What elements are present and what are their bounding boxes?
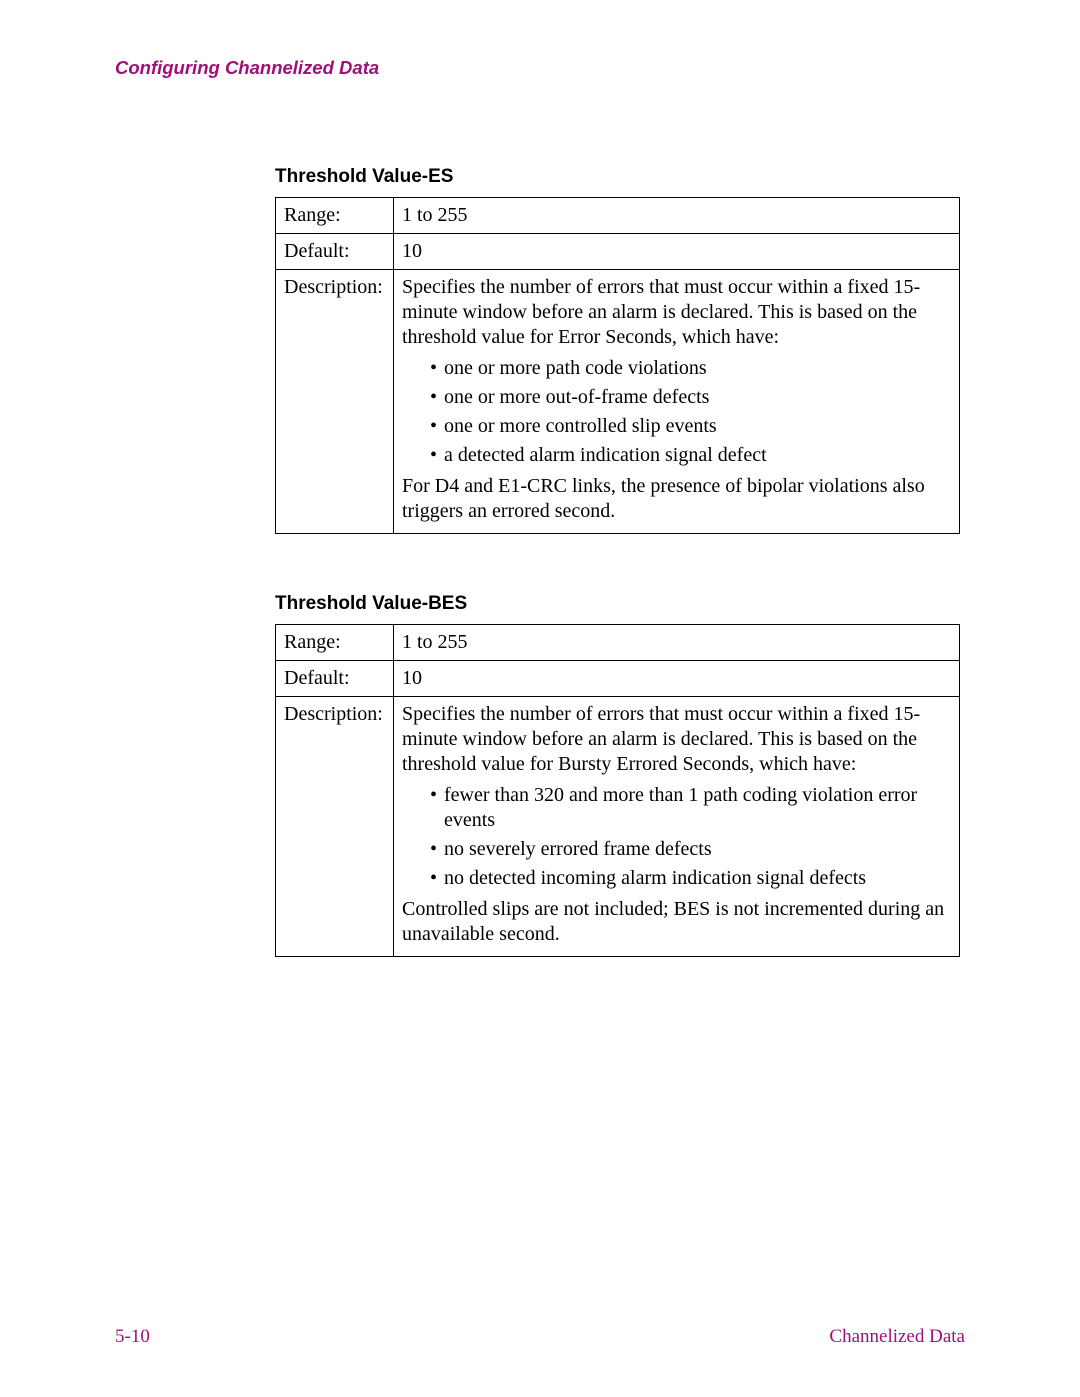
table-row: Range: 1 to 255 (276, 624, 960, 660)
label-description: Description: (276, 696, 394, 956)
page-footer: 5-10 Channelized Data (115, 1325, 965, 1349)
desc-outro: Controlled slips are not included; BES i… (402, 897, 951, 947)
list-item: one or more out-of-frame defects (430, 385, 951, 410)
value-description: Specifies the number of errors that must… (394, 269, 960, 533)
list-item: one or more controlled slip events (430, 414, 951, 439)
section-title-bes: Threshold Value-BES (275, 592, 965, 616)
table-row: Default: 10 (276, 660, 960, 696)
table-row: Description: Specifies the number of err… (276, 269, 960, 533)
label-range: Range: (276, 197, 394, 233)
section-title-es: Threshold Value-ES (275, 165, 965, 189)
value-default: 10 (394, 233, 960, 269)
label-range: Range: (276, 624, 394, 660)
list-item: a detected alarm indication signal defec… (430, 443, 951, 468)
page: Configuring Channelized Data Threshold V… (0, 0, 1080, 1397)
table-row: Range: 1 to 255 (276, 197, 960, 233)
param-table-bes: Range: 1 to 255 Default: 10 Description:… (275, 624, 960, 957)
desc-bullets: fewer than 320 and more than 1 path codi… (402, 783, 951, 891)
desc-intro: Specifies the number of errors that must… (402, 702, 951, 777)
label-default: Default: (276, 233, 394, 269)
value-range: 1 to 255 (394, 197, 960, 233)
label-description: Description: (276, 269, 394, 533)
table-row: Description: Specifies the number of err… (276, 696, 960, 956)
value-description: Specifies the number of errors that must… (394, 696, 960, 956)
value-range: 1 to 255 (394, 624, 960, 660)
page-content: Threshold Value-ES Range: 1 to 255 Defau… (275, 165, 965, 957)
page-number: 5-10 (115, 1325, 150, 1349)
desc-bullets: one or more path code violations one or … (402, 356, 951, 468)
page-header: Configuring Channelized Data (115, 56, 965, 79)
list-item: fewer than 320 and more than 1 path codi… (430, 783, 951, 833)
desc-outro: For D4 and E1-CRC links, the presence of… (402, 474, 951, 524)
value-default: 10 (394, 660, 960, 696)
footer-doc-title: Channelized Data (829, 1325, 965, 1349)
desc-intro: Specifies the number of errors that must… (402, 275, 951, 350)
param-table-es: Range: 1 to 255 Default: 10 Description:… (275, 197, 960, 534)
list-item: no severely errored frame defects (430, 837, 951, 862)
table-row: Default: 10 (276, 233, 960, 269)
list-item: no detected incoming alarm indication si… (430, 866, 951, 891)
label-default: Default: (276, 660, 394, 696)
list-item: one or more path code violations (430, 356, 951, 381)
